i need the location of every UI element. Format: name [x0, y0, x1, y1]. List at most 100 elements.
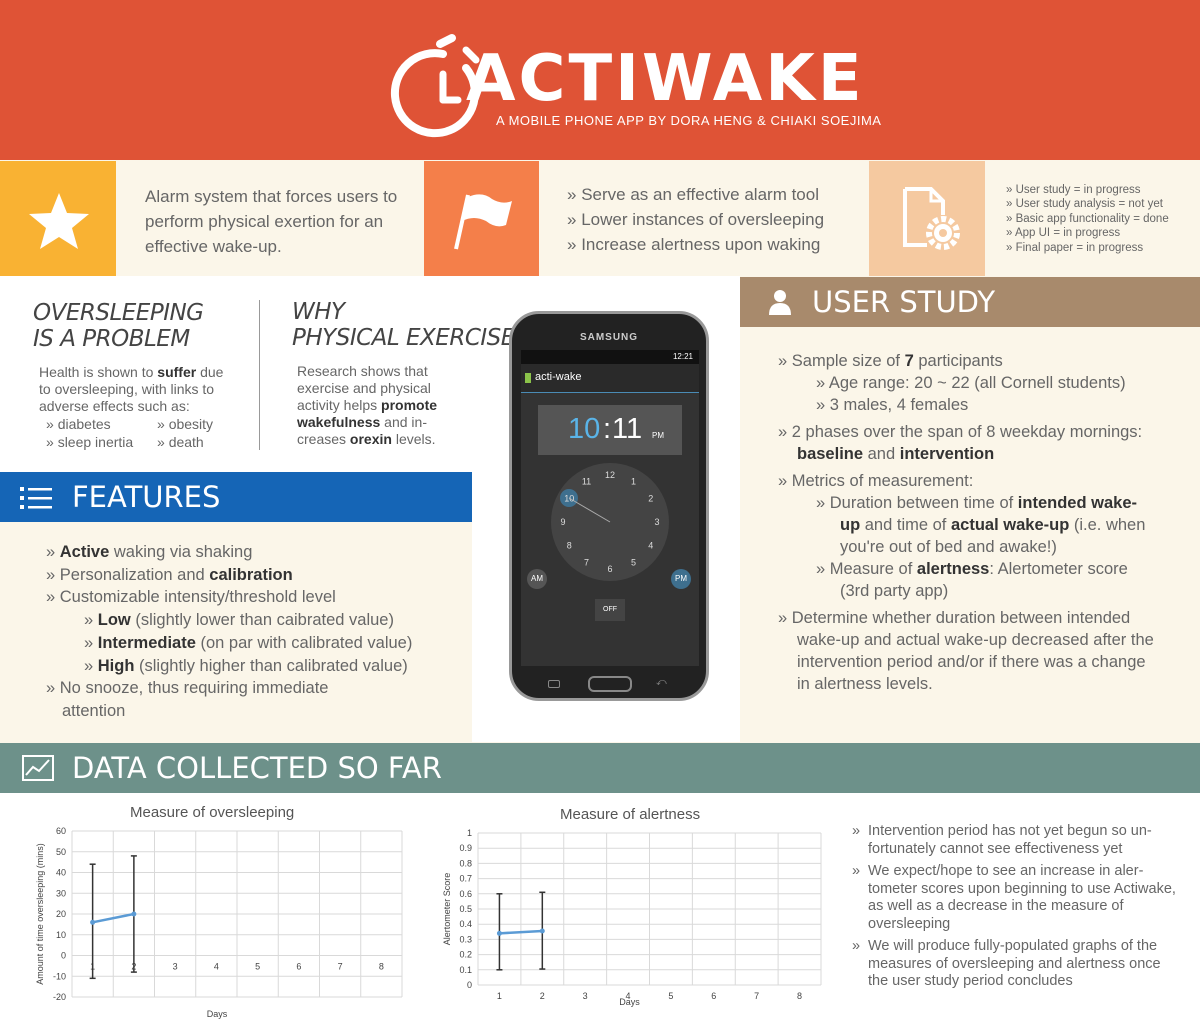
y-tick-label: 0.3	[459, 934, 472, 944]
x-tick-label: 8	[797, 991, 802, 1001]
x-tick-label: 2	[540, 991, 545, 1001]
user-study-list: » Sample size of 7 participants » Age ra…	[778, 350, 1154, 695]
note-item: » Intervention period has not yet begun s…	[852, 823, 1152, 857]
user-icon	[769, 290, 791, 315]
data-bar: DATA COLLECTED SO FAR	[0, 743, 1200, 793]
data-notes: » Intervention period has not yet begun s…	[852, 823, 1182, 991]
oversleeping-heading: OVERSLEEPING IS A PROBLEM	[33, 300, 204, 352]
study-subitem-continued: you're out of bed and awake!)	[840, 538, 1057, 556]
study-item: » Sample size of 7 participants	[778, 352, 1003, 370]
feature-subitem: » High (slightly higher than calibrated …	[84, 656, 408, 675]
status-tile	[869, 161, 985, 276]
app-bar-title: acti-wake	[535, 371, 582, 383]
line-chart-icon	[22, 755, 54, 781]
alertness-chart: 0 0.1 0.2 0.3 0.4 0.5 0.6 0.7 0.8 0.9 1 1 2 3 4 5 6 7 8 Day…	[442, 828, 822, 1007]
y-axis-label: Amount of time oversleeping (mins)	[35, 843, 45, 985]
y-tick-label: 0.6	[459, 889, 472, 899]
x-tick-label: 3	[583, 991, 588, 1001]
feature-subitem: » Low (slightly lower than caibrated val…	[84, 611, 394, 630]
dial-number: 2	[648, 494, 653, 504]
clock-separator: :	[603, 413, 612, 445]
back-icon: ⤺	[656, 677, 667, 688]
goals-list: Serve as an effective alarm tool Lower i…	[567, 182, 824, 257]
app-title: ACTIWAKE	[466, 42, 865, 116]
stopwatch-icon	[390, 34, 480, 138]
dial-number: 11	[582, 476, 591, 486]
y-tick-label: 50	[56, 847, 66, 857]
feature-item: » No snooze, thus requiring immediate	[46, 679, 329, 698]
study-item-continued: baseline and intervention	[797, 445, 995, 463]
study-item: » Metrics of measurement:	[778, 472, 974, 490]
study-item-continued: wake-up and actual wake-up decreased aft…	[797, 631, 1154, 649]
divider	[259, 300, 260, 450]
chart-title: Measure of alertness	[560, 806, 701, 823]
intro-panel	[116, 161, 424, 276]
dial-number: 4	[648, 541, 653, 551]
oversleeping-text: Health is shown to suffer due to oversle…	[39, 364, 224, 414]
y-tick-label: 0.1	[459, 965, 472, 975]
x-axis-label: Days	[619, 997, 640, 1007]
feature-item: » Active waking via shaking	[46, 543, 253, 561]
phone-frame: SAMSUNG 12:21 acti-wake 10 : 11 PM 12 1 2 3…	[509, 311, 709, 701]
effect-item: » diabetes	[46, 416, 111, 432]
x-tick-label: 5	[255, 962, 260, 972]
header-banner: ACTIWAKE A MOBILE PHONE APP BY DORA HENG…	[0, 0, 1200, 160]
clock-ampm: PM	[652, 431, 664, 440]
features-bar: FEATURES	[0, 472, 472, 522]
dial-number: 10	[564, 494, 574, 504]
y-tick-label: 0.7	[459, 874, 472, 884]
series-line	[92, 912, 135, 924]
y-tick-label: 40	[56, 868, 66, 878]
feature-subitem: » Intermediate (on par with calibrated v…	[84, 633, 413, 652]
x-tick-label: 7	[754, 991, 759, 1001]
pm-button[interactable]: PM	[671, 569, 691, 589]
x-tick-label: 7	[338, 962, 343, 972]
app-subtitle: A MOBILE PHONE APP BY DORA HENG & CHIAKI…	[496, 113, 882, 128]
study-item: » Determine whether duration between int…	[778, 609, 1131, 627]
y-tick-label: 0.4	[459, 919, 472, 929]
goal-item: Lower instances of oversleeping	[567, 207, 824, 232]
effect-item: » obesity	[157, 416, 214, 432]
x-axis-label: Days	[207, 1009, 228, 1019]
goal-item: Serve as an effective alarm tool	[567, 182, 824, 207]
y-tick-label: 0.9	[459, 843, 472, 853]
why-text: Research shows that exercise and physica…	[297, 363, 438, 447]
digital-clock: 10 : 11 PM	[538, 405, 682, 455]
dial-number: 7	[584, 558, 589, 568]
dial-number: 5	[631, 558, 636, 568]
study-subitem: » Measure of alertness: Alertometer scor…	[816, 560, 1128, 578]
study-subitem-continued: (3rd party app)	[840, 582, 949, 600]
status-time: 12:21	[672, 352, 693, 361]
user-study-bar: USER STUDY	[740, 277, 1200, 327]
feature-item: » Customizable intensity/threshold level	[46, 588, 336, 607]
y-tick-label: -10	[53, 971, 66, 981]
study-subitem: » 3 males, 4 females	[816, 396, 969, 414]
x-tick-label: 6	[296, 962, 301, 972]
why-heading: WHY PHYSICAL EXERCISE?	[292, 299, 527, 351]
study-item: » 2 phases over the span of 8 weekday mo…	[778, 423, 1143, 441]
flag-icon	[454, 194, 512, 250]
dial-number: 9	[560, 517, 565, 527]
feature-item: » Personalization and calibration	[46, 565, 293, 584]
x-tick-label: 4	[626, 991, 631, 1001]
clock-minute[interactable]: 11	[612, 413, 643, 445]
am-button[interactable]: AM	[527, 569, 547, 589]
data-panel	[0, 793, 1200, 1029]
off-button[interactable]: OFF	[595, 599, 625, 621]
y-tick-label: 0	[467, 980, 472, 990]
y-tick-label: 1	[467, 828, 472, 838]
study-subitem-continued: up and time of actual wake-up (i.e. when	[840, 516, 1146, 534]
home-button	[588, 676, 632, 692]
series-line	[499, 929, 543, 935]
x-tick-label: 1	[497, 991, 502, 1001]
y-tick-label: 10	[56, 930, 66, 940]
intro-tile	[0, 161, 116, 276]
y-tick-label: 20	[56, 909, 66, 919]
status-item: Final paper = in progress	[1006, 241, 1169, 255]
effect-item: » death	[157, 434, 204, 450]
y-tick-label: 0	[61, 951, 66, 961]
study-subitem: » Duration between time of intended wake…	[816, 494, 1137, 512]
clock-hour[interactable]: 10	[568, 413, 601, 445]
status-item: Basic app functionality = done	[1006, 212, 1169, 226]
